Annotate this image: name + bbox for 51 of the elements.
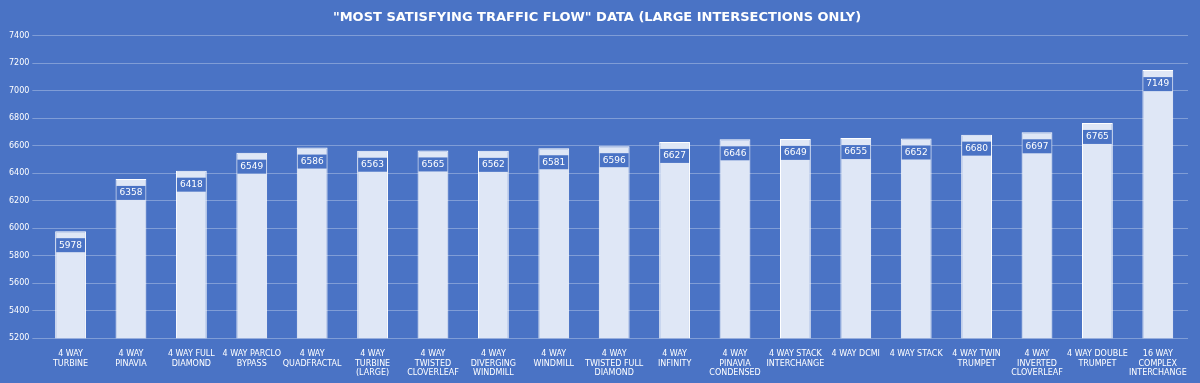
y-tick-label: 7400: [9, 30, 30, 40]
data-label: 6418: [179, 179, 204, 190]
y-tick-label: 5400: [9, 305, 30, 315]
x-tick-label: 4 WAY STACK: [889, 349, 944, 359]
data-label: 6563: [361, 159, 385, 170]
y-tick-label: 5800: [9, 250, 30, 260]
x-tick-label: 4 WAY TURBINE: [51, 349, 89, 368]
x-tick-label: 4 WAY INFINITY: [657, 349, 692, 368]
x-tick-label: 4 WAY DOUBLE TRUMPET: [1067, 349, 1128, 368]
data-label: 5978: [59, 239, 83, 250]
data-label: 6565: [421, 158, 445, 169]
data-label: 6581: [542, 156, 566, 167]
data-label: 6649: [783, 147, 808, 158]
x-tick-label: 4 WAY STACK INTERCHANGE: [766, 349, 825, 368]
x-tick-label: 4 WAY TWISTED CLOVERLEAF: [407, 349, 460, 378]
x-tick-label: 4 WAY INVERTED CLOVERLEAF: [1011, 349, 1064, 378]
data-label: 6358: [119, 187, 143, 198]
data-label: 7149: [1146, 78, 1170, 89]
data-label: 6549: [240, 160, 264, 171]
x-tick-label: 4 WAY TURBINE (LARGE): [353, 349, 391, 378]
x-tick-label: 4 WAY TWISTED FULL DIAMOND: [584, 349, 644, 378]
x-tick-label: 4 WAY DCMI: [831, 349, 880, 359]
data-label: 6627: [663, 150, 687, 161]
data-label: 6646: [723, 147, 747, 158]
x-tick-label: 4 WAY QUADFRACTAL: [282, 349, 343, 368]
data-label: 6655: [844, 146, 868, 157]
data-label: 6652: [904, 146, 928, 157]
data-label: 6765: [1085, 131, 1109, 142]
y-tick-label: 5600: [9, 278, 30, 288]
data-label: 6562: [481, 159, 505, 170]
y-tick-label: 6600: [9, 140, 30, 150]
x-tick-label: 4 WAY DIVERGING WINDMILL: [470, 349, 517, 378]
x-tick-label: 4 WAY PARCLO BYPASS: [222, 349, 281, 368]
y-tick-label: 5200: [9, 333, 30, 343]
y-tick-label: 7000: [9, 85, 30, 95]
x-tick-label: 4 WAY PINAVIA CONDENSED: [709, 349, 761, 378]
chart-title: "MOST SATISFYING TRAFFIC FLOW" DATA (LARGE INTERSECTIONS ONLY): [332, 9, 862, 25]
x-tick-label: 4 WAY WINDMILL: [533, 349, 575, 368]
data-label: 6697: [1025, 140, 1049, 151]
x-tick-label: 4 WAY TWIN TRUMPET: [952, 349, 1001, 368]
data-label: 6586: [300, 155, 324, 166]
x-tick-label: 4 WAY FULL DIAMOND: [167, 349, 216, 368]
y-tick-label: 6000: [9, 223, 30, 233]
y-tick-label: 6400: [9, 168, 30, 178]
y-tick-label: 6200: [9, 195, 30, 205]
x-tick-label: 4 WAY PINAVIA: [115, 349, 148, 368]
x-tick-label: 16 WAY COMPLEX INTERCHANGE: [1128, 349, 1187, 378]
y-tick-label: 6800: [9, 113, 30, 123]
y-tick-label: 7200: [9, 58, 30, 68]
data-label: 6596: [602, 154, 626, 165]
data-label: 6680: [965, 142, 989, 153]
